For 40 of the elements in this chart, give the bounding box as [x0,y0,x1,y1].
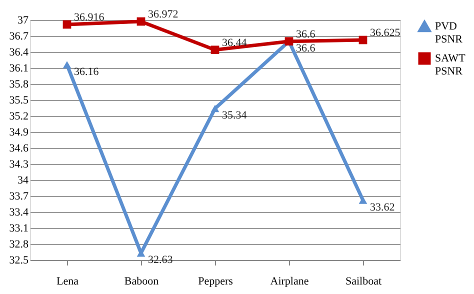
y-tick-label: 32.5 [9,254,29,266]
data-label: 36.625 [370,27,401,39]
x-tick-label: Baboon [124,276,160,288]
x-tick-label: Sailboat [345,276,382,288]
legend-label: PVD PSNR [435,20,464,46]
data-label: 36.44 [222,36,248,49]
y-tick-label: 35.8 [9,78,29,90]
y-tick-label: 34.6 [9,142,29,154]
y-tick-label: 32.8 [9,238,29,250]
y-tick-label: 35.2 [9,110,28,122]
y-tick-label: 35.5 [9,94,29,106]
x-tick-label: Airplane [270,276,309,288]
data-label: 36.16 [74,66,100,78]
y-tick-label: 34 [18,174,29,186]
y-tick-label: 37 [18,14,29,26]
y-tick-label: 33.4 [9,206,29,218]
point [136,17,146,26]
data-label: 32.63 [148,254,174,266]
y-tick-label: 34.3 [9,158,29,170]
y-tick-label: 36.4 [9,46,29,58]
y-tick-label: 36.1 [9,62,28,74]
data-label: 36.916 [74,11,105,24]
x-tick-label: Lena [56,276,79,288]
point [62,61,72,68]
data-label: 36.6 [296,28,316,40]
point [358,196,368,204]
point [62,20,72,29]
data-label: 33.62 [370,201,395,214]
data-label: 36.6 [296,42,316,54]
data-label: 36.972 [148,8,178,20]
y-tick-label: 33.1 [9,222,28,234]
point [358,36,368,44]
y-tick-label: 33.7 [9,190,29,202]
data-label: 35.34 [222,110,248,122]
point [210,46,220,54]
legend-label: SAWT PSNR [435,52,466,78]
y-tick-label: 34.9 [9,126,29,138]
x-tick-label: Peppers [198,276,233,288]
point [210,104,220,112]
y-tick-label: 36.7 [9,30,29,42]
